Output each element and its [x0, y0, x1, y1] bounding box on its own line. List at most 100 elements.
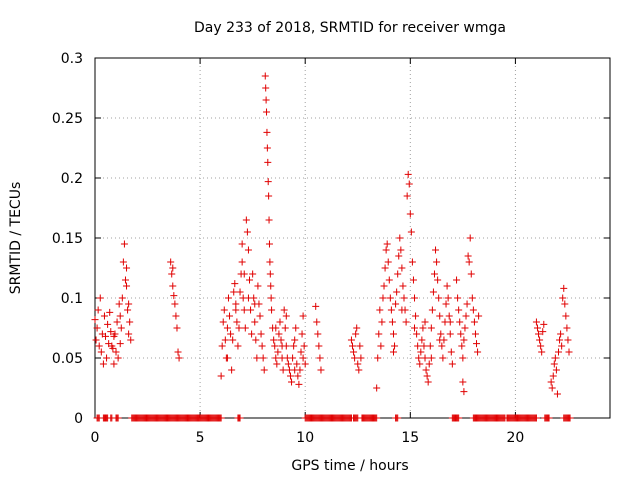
data-point [430, 270, 438, 278]
data-point [267, 282, 275, 290]
data-point [558, 342, 566, 350]
data-point [395, 252, 403, 260]
data-point [378, 318, 386, 326]
data-point [381, 264, 389, 272]
data-point [110, 360, 118, 368]
zero-point [236, 414, 244, 422]
data-point [241, 324, 249, 332]
data-point [251, 300, 259, 308]
data-point [277, 336, 285, 344]
data-point [251, 318, 259, 326]
data-point [397, 246, 405, 254]
data-point [248, 330, 256, 338]
data-point [118, 294, 126, 302]
data-point [463, 300, 471, 308]
data-point [317, 366, 325, 374]
data-point [563, 324, 571, 332]
data-point [555, 348, 562, 356]
data-point [260, 366, 268, 374]
data-point [538, 348, 546, 356]
zero-point [566, 414, 574, 422]
data-point [436, 336, 444, 344]
data-point [459, 354, 467, 362]
data-point [224, 294, 232, 302]
data-point [219, 318, 227, 326]
data-point [246, 276, 253, 284]
data-point [116, 340, 124, 348]
data-point [243, 228, 251, 236]
data-point [426, 342, 434, 350]
data-point [252, 336, 260, 344]
data-point [398, 264, 406, 272]
data-point [404, 170, 412, 178]
data-point [265, 216, 273, 224]
data-point [126, 318, 134, 326]
data-point [268, 306, 276, 314]
data-point [244, 294, 252, 302]
data-point [471, 330, 479, 338]
data-point [475, 312, 483, 320]
data-point [261, 72, 269, 80]
data-point [551, 354, 559, 362]
data-point [249, 270, 257, 278]
data-point [444, 294, 452, 302]
data-point [244, 246, 252, 254]
data-point [561, 300, 569, 308]
data-point [429, 288, 437, 296]
data-point [316, 354, 324, 362]
data-point [167, 258, 175, 266]
data-point [454, 294, 462, 302]
data-point [115, 300, 123, 308]
data-point [280, 306, 288, 314]
data-point [102, 332, 110, 340]
x-axis-label: GPS time / hours [291, 458, 408, 474]
data-point [422, 366, 430, 374]
chart-title: Day 233 of 2018, SRMTID for receiver wmg… [194, 20, 506, 36]
x-tick-label: 0 [91, 430, 100, 446]
data-point [433, 258, 441, 266]
data-point [421, 318, 429, 326]
data-point [402, 318, 410, 326]
y-axis-label: SRMTID / TECUs [8, 182, 24, 295]
data-point [380, 282, 388, 290]
data-point [438, 342, 446, 350]
data-point [112, 348, 120, 356]
data-point [123, 264, 131, 272]
data-point [460, 336, 468, 344]
data-point [228, 366, 236, 374]
y-tick-label: 0 [74, 411, 83, 427]
data-point [169, 282, 177, 290]
data-point [448, 360, 456, 368]
zero-point [532, 414, 540, 422]
data-point [116, 312, 124, 320]
data-point [533, 324, 541, 332]
data-point [399, 282, 407, 290]
data-point [456, 318, 464, 326]
data-point [253, 354, 261, 362]
data-point [117, 324, 125, 332]
data-point [357, 354, 365, 362]
data-point [168, 270, 176, 278]
data-point [291, 366, 299, 374]
data-point [173, 324, 181, 332]
data-point [553, 390, 561, 398]
data-point [419, 324, 427, 332]
data-point [270, 336, 278, 344]
data-point [386, 294, 394, 302]
data-point [170, 292, 178, 300]
data-point [427, 324, 435, 332]
data-point [352, 330, 360, 338]
data-point [459, 378, 467, 386]
data-point [462, 312, 470, 320]
data-point [565, 348, 573, 356]
data-point [466, 234, 474, 242]
x-tick-label: 10 [296, 430, 314, 446]
data-point [470, 318, 478, 326]
data-point [379, 294, 387, 302]
data-point [389, 330, 397, 338]
data-point [385, 276, 393, 284]
x-tick-label: 20 [506, 430, 524, 446]
data-point [263, 144, 271, 152]
data-point [425, 360, 433, 368]
data-point [427, 354, 435, 362]
